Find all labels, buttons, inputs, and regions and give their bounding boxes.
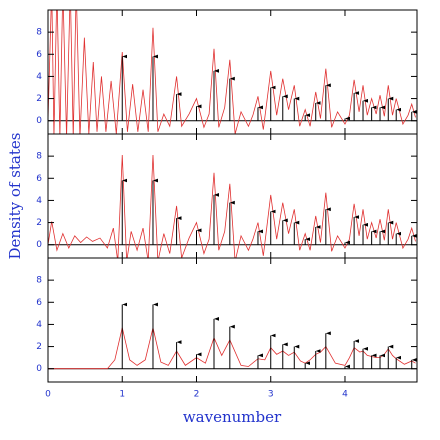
dos-curve	[48, 10, 416, 134]
x-axis-label: wavenumber	[183, 408, 282, 426]
panel-frame	[47, 9, 418, 135]
panel	[48, 302, 417, 370]
y-tick-label: 6	[36, 298, 42, 308]
panel-frame	[47, 257, 418, 383]
y-tick-label: 2	[36, 94, 42, 104]
y-tick-label: 8	[36, 276, 42, 286]
x-tick-label: 1	[119, 390, 125, 400]
y-tick-label: 2	[36, 342, 42, 352]
panel	[48, 155, 417, 258]
dos-curve	[48, 155, 416, 258]
y-tick-label: 6	[36, 50, 42, 60]
x-tick-label: 4	[342, 390, 348, 400]
y-tick-label: 4	[36, 72, 42, 82]
x-tick-label: 3	[268, 390, 274, 400]
dos-curve	[48, 327, 416, 370]
y-tick-label: 8	[36, 152, 42, 162]
y-tick-label: 2	[36, 218, 42, 228]
y-tick-label: 4	[36, 320, 42, 330]
x-tick-label: 0	[45, 390, 51, 400]
y-tick-label: 8	[36, 28, 42, 38]
panel	[48, 10, 417, 134]
y-tick-label: 0	[36, 240, 42, 250]
y-axis-label: Density of states	[6, 133, 24, 260]
y-tick-label: 0	[36, 116, 42, 126]
x-tick-label: 2	[194, 390, 200, 400]
y-tick-label: 6	[36, 174, 42, 184]
y-tick-label: 4	[36, 196, 42, 206]
panel-frame	[47, 133, 418, 259]
y-tick-label: 0	[36, 364, 42, 374]
